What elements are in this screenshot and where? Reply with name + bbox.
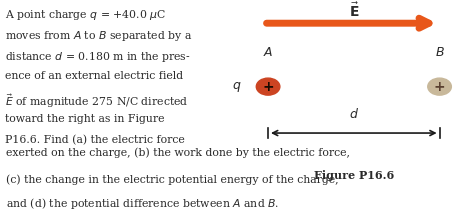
Text: and (d) the potential difference between $A$ and $B$.: and (d) the potential difference between… xyxy=(6,196,279,211)
Text: $B$: $B$ xyxy=(435,46,444,59)
Text: $\vec{\mathbf{E}}$: $\vec{\mathbf{E}}$ xyxy=(349,2,359,20)
Text: A point charge $q$ = +40.0 $\mu$C: A point charge $q$ = +40.0 $\mu$C xyxy=(6,8,166,22)
Text: $\vec{E}$ of magnitude 275 N/C directed: $\vec{E}$ of magnitude 275 N/C directed xyxy=(6,93,189,110)
Circle shape xyxy=(256,78,280,95)
Text: ence of an external electric field: ence of an external electric field xyxy=(6,71,183,81)
Text: moves from $A$ to $B$ separated by a: moves from $A$ to $B$ separated by a xyxy=(6,29,193,43)
Text: (c) the change in the electric potential energy of the charge,: (c) the change in the electric potential… xyxy=(6,174,338,185)
Text: Figure P16.6: Figure P16.6 xyxy=(313,170,394,181)
Text: +: + xyxy=(434,80,445,94)
Text: toward the right as in Figure: toward the right as in Figure xyxy=(6,114,165,124)
Text: $q$: $q$ xyxy=(232,80,242,94)
Text: distance $d$ = 0.180 m in the pres-: distance $d$ = 0.180 m in the pres- xyxy=(6,50,191,64)
Text: exerted on the charge, (b) the work done by the electric force,: exerted on the charge, (b) the work done… xyxy=(6,147,349,158)
Text: +: + xyxy=(262,80,274,94)
Circle shape xyxy=(428,78,451,95)
Text: P16.6. Find (a) the electric force: P16.6. Find (a) the electric force xyxy=(6,135,185,145)
Text: $A$: $A$ xyxy=(263,46,273,59)
Text: $d$: $d$ xyxy=(349,107,359,122)
